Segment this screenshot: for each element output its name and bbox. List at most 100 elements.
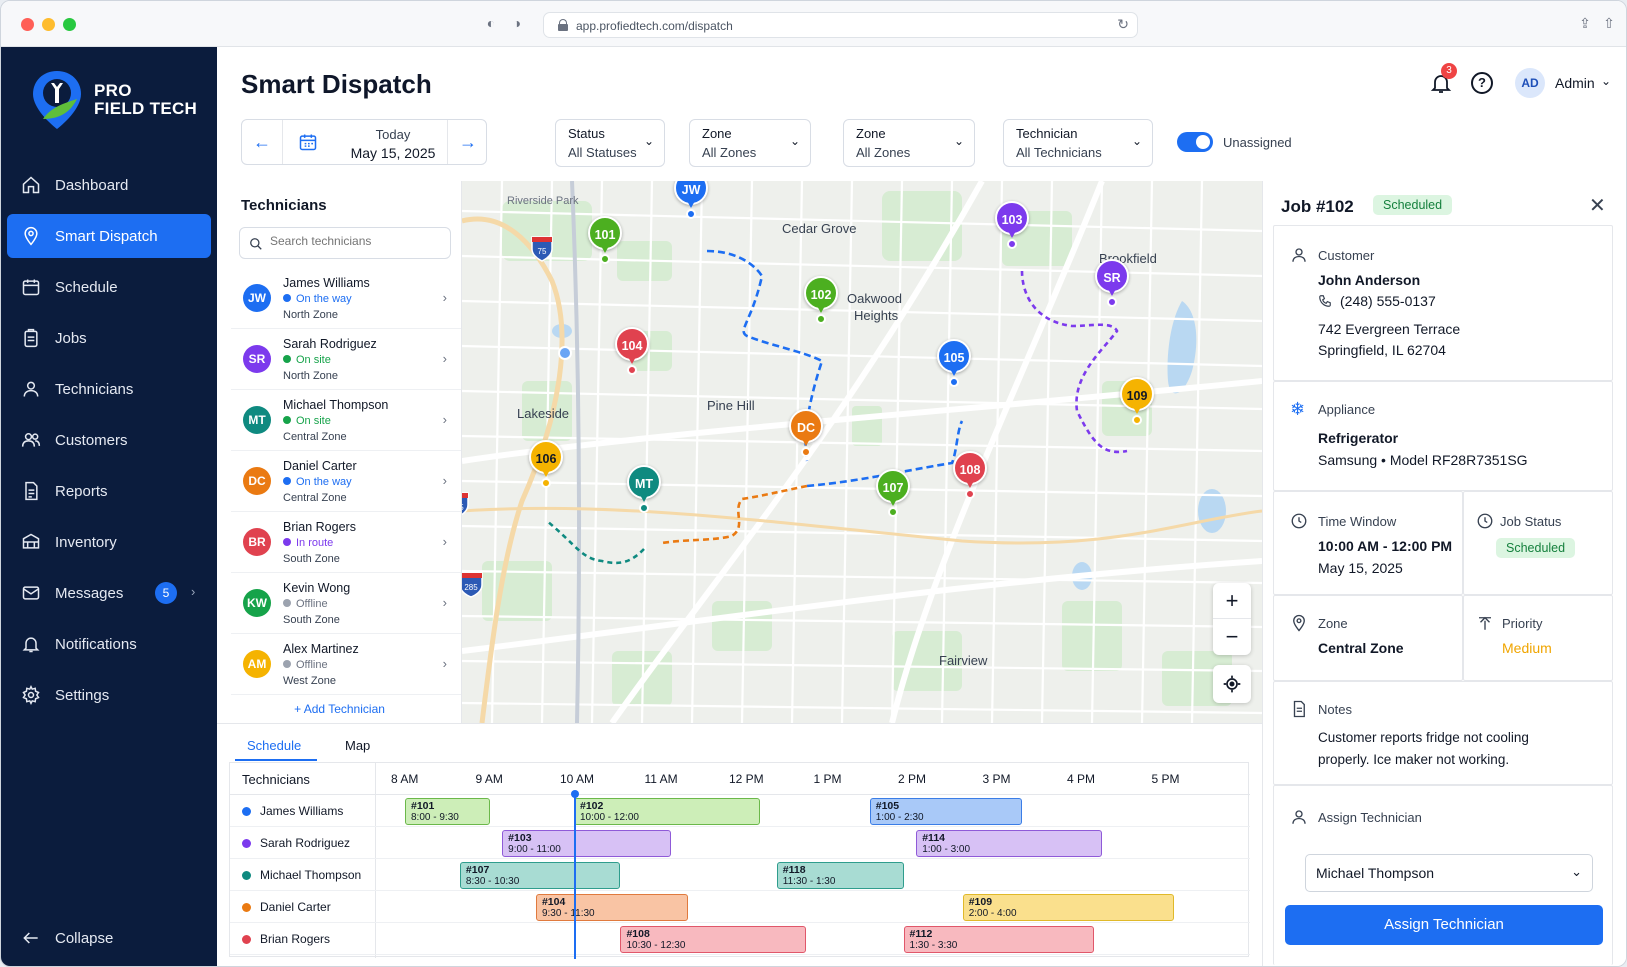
job-status-label: Job Status — [1500, 514, 1562, 529]
privacy-icon[interactable]: ◑ — [512, 15, 522, 31]
sidebar-item-inventory[interactable]: Inventory — [7, 520, 211, 564]
zoom-controls: + − — [1213, 583, 1251, 655]
map-pin-106[interactable]: 106 — [529, 440, 563, 488]
schedule-job-block[interactable]: #103 9:00 - 11:00 — [502, 830, 672, 857]
map-pin-dc[interactable]: DC — [789, 409, 823, 457]
technician-list-item[interactable]: KW Kevin Wong Offline South Zone › — [231, 573, 461, 634]
map-pin-105[interactable]: 105 — [937, 339, 971, 387]
schedule-job-block[interactable]: #101 8:00 - 9:30 — [405, 798, 490, 825]
tab-schedule[interactable]: Schedule — [247, 738, 302, 753]
calendar-icon[interactable] — [298, 132, 318, 152]
schedule-job-block[interactable]: #118 11:30 - 1:30 — [776, 862, 904, 889]
next-day-button[interactable]: → — [459, 132, 477, 152]
close-panel-button[interactable]: ✕ — [1589, 195, 1606, 217]
shield-icon[interactable]: ◐ — [486, 15, 496, 31]
sidebar-item-reports[interactable]: Reports — [7, 469, 211, 513]
sidebar-item-jobs[interactable]: Jobs — [7, 316, 211, 360]
user-menu-name[interactable]: Admin — [1555, 75, 1595, 91]
sidebar-item-settings[interactable]: Settings — [7, 673, 211, 717]
technician-list-item[interactable]: SR Sarah Rodriguez On site North Zone › — [231, 329, 461, 390]
assign-technician-button[interactable]: Assign Technician — [1285, 905, 1603, 945]
brand-logo[interactable]: PRO FIELD TECH — [31, 69, 211, 131]
zone-filter[interactable]: Zone All Zones ⌄ — [689, 119, 811, 167]
date-label[interactable]: Today — [375, 127, 411, 142]
map-pin-104[interactable]: 104 — [615, 327, 649, 375]
sidebar-item-schedule[interactable]: Schedule — [7, 265, 211, 309]
chevron-down-icon[interactable]: ⌄ — [1601, 74, 1612, 88]
close-window-button[interactable] — [21, 18, 34, 31]
gantt-row: James Williams #101 8:00 - 9:30 #102 10:00 -… — [230, 795, 1250, 827]
technician-filter[interactable]: Technician All Technicians ⌄ — [1003, 119, 1153, 167]
schedule-job-block[interactable]: #107 8:30 - 10:30 — [459, 862, 621, 889]
customer-card: Customer John Anderson (248) 555-0137 74… — [1273, 225, 1613, 381]
share-icon[interactable]: ⇪ — [1579, 15, 1591, 31]
map-pin-109[interactable]: 109 — [1120, 377, 1154, 425]
unassigned-toggle[interactable] — [1177, 132, 1213, 152]
current-location-marker — [558, 346, 572, 360]
job-status-card: Job Status Scheduled — [1463, 491, 1613, 595]
map-pin-103[interactable]: 103 — [995, 201, 1029, 249]
sidebar-item-technicians[interactable]: Technicians — [7, 367, 211, 411]
search-icon — [250, 238, 262, 250]
sidebar-nav: Dashboard Smart Dispatch Schedule Jobs T… — [7, 163, 211, 724]
help-icon[interactable]: ? — [1471, 72, 1493, 94]
collapse-sidebar-button[interactable]: Collapse — [21, 928, 113, 948]
highway-shield-285-south: 285 — [462, 572, 483, 598]
map-pin-mt[interactable]: MT — [627, 465, 661, 513]
map-pin-jw[interactable]: JW — [674, 181, 708, 219]
customer-phone[interactable]: (248) 555-0137 — [1340, 293, 1436, 309]
address-line2: Springfield, IL 62704 — [1318, 342, 1446, 358]
sidebar-item-notifications[interactable]: Notifications — [7, 622, 211, 666]
address-bar[interactable]: app.profiedtech.com/dispatch ↻ — [543, 12, 1138, 38]
schedule-job-block[interactable]: #105 1:00 - 2:30 — [869, 798, 1022, 825]
dispatch-map[interactable]: 75 285 285 Riverside Park Cedar Grove Br… — [462, 181, 1262, 723]
technician-zone: South Zone — [283, 553, 340, 565]
zoom-in-button[interactable]: + — [1213, 583, 1251, 619]
locate-me-button[interactable] — [1213, 665, 1251, 703]
assign-technician-select[interactable]: Michael Thompson ⌄ — [1305, 854, 1593, 892]
add-technician-button[interactable]: + Add Technician — [294, 702, 385, 716]
technician-status-text: In route — [296, 537, 334, 549]
technician-list-item[interactable]: BR Brian Rogers In route South Zone › — [231, 512, 461, 573]
notes-icon — [1293, 700, 1305, 718]
maximize-window-button[interactable] — [63, 18, 76, 31]
sidebar-item-messages[interactable]: Messages 5 › — [7, 571, 211, 615]
tab-map[interactable]: Map — [345, 738, 371, 753]
schedule-job-block[interactable]: #102 10:00 - 12:00 — [574, 798, 760, 825]
download-icon[interactable]: ⇧ — [1603, 15, 1615, 31]
sidebar-item-customers[interactable]: Customers — [7, 418, 211, 462]
technician-status-text: Offline — [296, 598, 328, 610]
schedule-job-block[interactable]: #108 10:30 - 12:30 — [620, 926, 807, 953]
gantt-hour-label: 9 AM — [475, 772, 503, 786]
map-pin-102[interactable]: 102 — [804, 276, 838, 324]
schedule-job-block[interactable]: #109 2:00 - 4:00 — [962, 894, 1174, 921]
customer-name: John Anderson — [1318, 272, 1421, 288]
technician-zone: North Zone — [283, 370, 339, 382]
avatar[interactable]: AD — [1515, 68, 1545, 98]
search-input[interactable] — [270, 234, 440, 248]
job-block-id: #114 — [922, 832, 945, 844]
minimize-window-button[interactable] — [42, 18, 55, 31]
job-block-id: #108 — [626, 928, 650, 940]
filter-value: All Technicians — [1016, 145, 1102, 160]
map-pin-108[interactable]: 108 — [953, 451, 987, 499]
technician-list-item[interactable]: AM Alex Martinez Offline West Zone › — [231, 634, 461, 695]
map-pin-107[interactable]: 107 — [876, 469, 910, 517]
map-pin-101[interactable]: 101 — [588, 216, 622, 264]
previous-day-button[interactable]: ← — [253, 132, 271, 152]
schedule-job-block[interactable]: #114 1:00 - 3:00 — [916, 830, 1103, 857]
status-filter[interactable]: Status All Statuses ⌄ — [555, 119, 665, 167]
technician-list-item[interactable]: JW James Williams On the way North Zone › — [231, 268, 461, 329]
reload-icon[interactable]: ↻ — [1117, 16, 1129, 32]
zone-filter-secondary[interactable]: Zone All Zones ⌄ — [843, 119, 975, 167]
zoom-out-button[interactable]: − — [1225, 624, 1239, 649]
schedule-job-block[interactable]: #104 9:30 - 11:30 — [535, 894, 689, 921]
schedule-job-block[interactable]: #112 1:30 - 3:30 — [903, 926, 1094, 953]
sidebar-item-smart-dispatch[interactable]: Smart Dispatch — [7, 214, 211, 258]
map-pin-sr[interactable]: SR — [1095, 259, 1129, 307]
date-value[interactable]: May 15, 2025 — [350, 145, 436, 161]
technician-list-item[interactable]: DC Daniel Carter On the way Central Zone › — [231, 451, 461, 512]
gantt-row-name: Michael Thompson — [260, 868, 362, 882]
technician-list-item[interactable]: MT Michael Thompson On site Central Zone › — [231, 390, 461, 451]
sidebar-item-dashboard[interactable]: Dashboard — [7, 163, 211, 207]
